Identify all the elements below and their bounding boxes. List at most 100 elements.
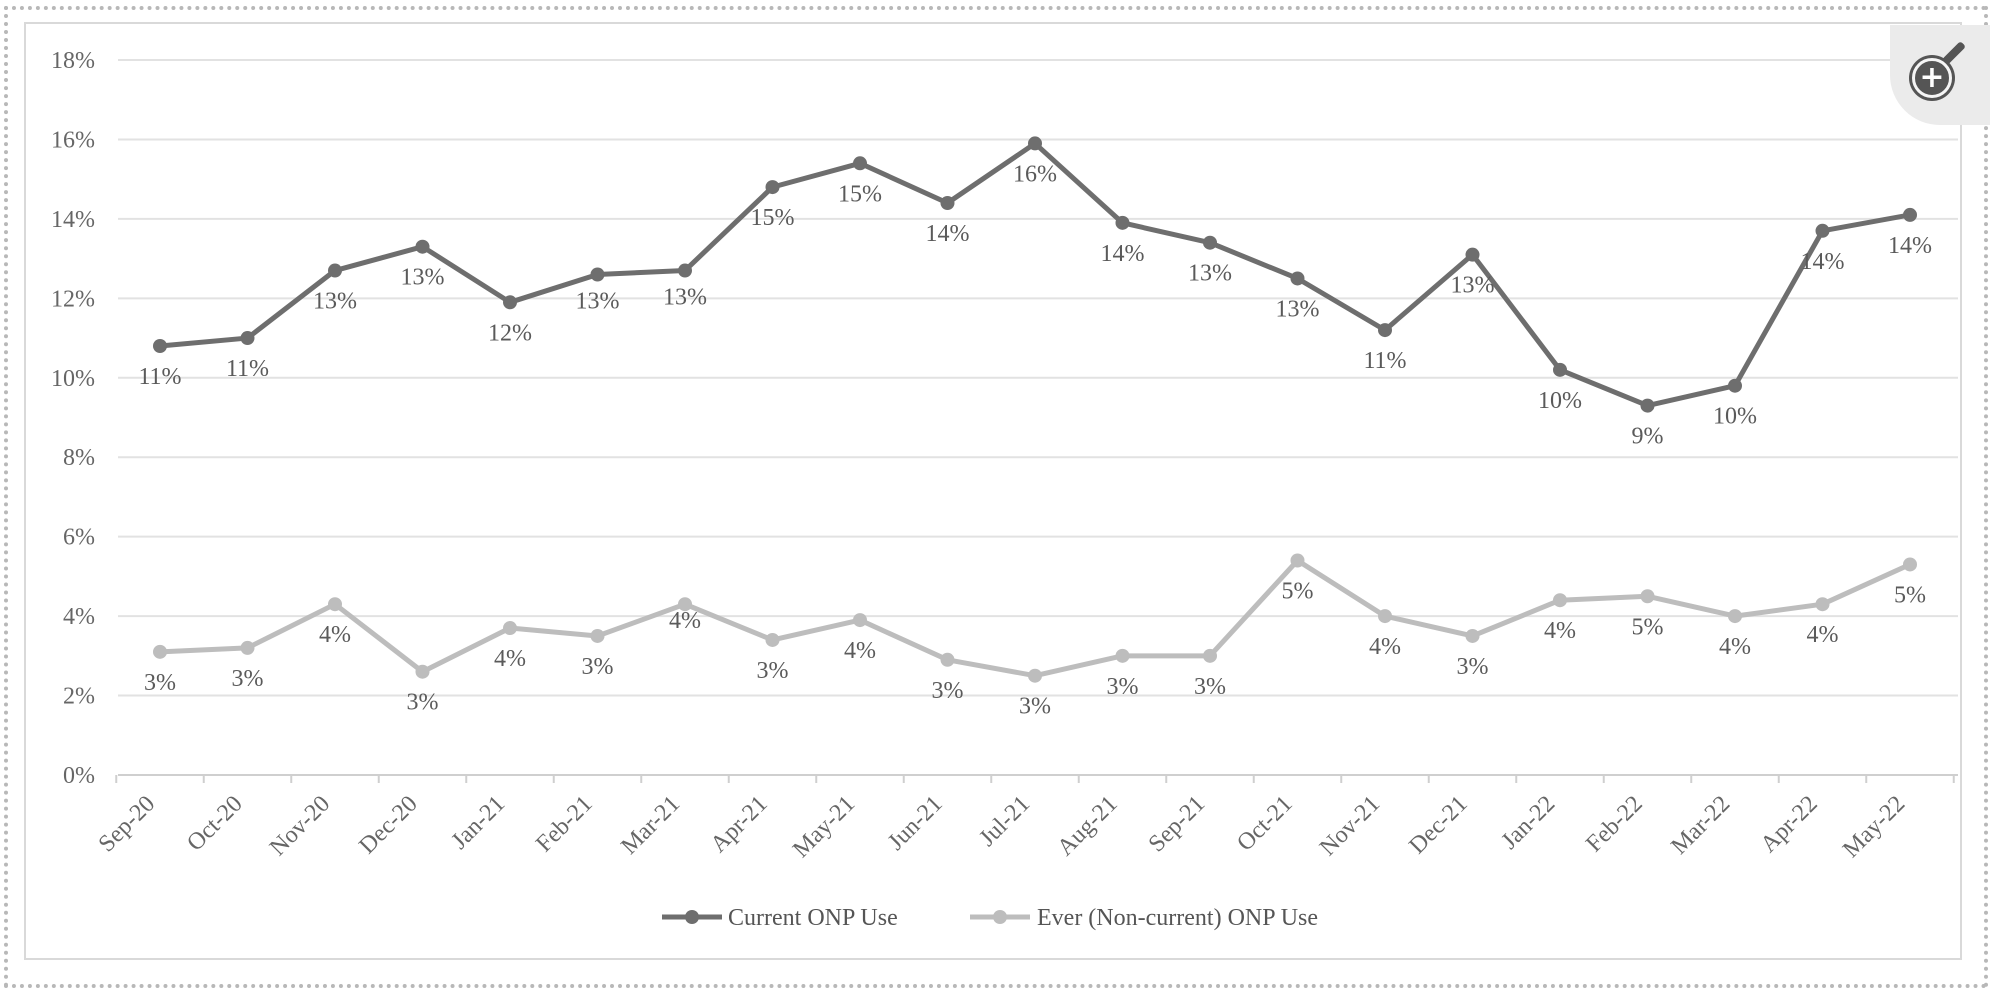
data-point	[1290, 271, 1305, 286]
data-point	[153, 644, 167, 659]
data-label: 4%	[1369, 634, 1401, 660]
data-point	[1815, 223, 1830, 238]
data-point	[1203, 648, 1217, 663]
x-tick-label: Oct-20	[182, 791, 248, 857]
y-tick-label: 10%	[51, 366, 95, 392]
x-tick-label: Jan-21	[447, 791, 511, 855]
data-label: 5%	[1282, 579, 1314, 605]
data-point	[765, 632, 780, 647]
x-tick-label: Jul-21	[974, 791, 1035, 852]
zoom-in-button[interactable]: +	[1890, 25, 1990, 125]
y-tick-label: 0%	[63, 763, 95, 789]
data-label: 3%	[407, 690, 439, 716]
data-label: 16%	[1013, 161, 1057, 187]
data-label: 13%	[663, 285, 707, 311]
x-tick-label: Jan-22	[1497, 791, 1561, 855]
data-label: 15%	[751, 205, 795, 231]
y-tick-label: 16%	[51, 127, 95, 153]
data-point	[1728, 609, 1742, 624]
data-label: 4%	[844, 638, 876, 664]
data-point	[940, 196, 955, 210]
data-point	[853, 156, 867, 171]
data-point	[415, 664, 430, 679]
x-tick-label: May-21	[788, 791, 860, 863]
data-label: 11%	[1363, 348, 1406, 374]
data-point	[1553, 362, 1567, 377]
data-point	[153, 339, 167, 353]
x-tick-label: Mar-21	[616, 791, 685, 860]
data-label: 13%	[401, 265, 445, 291]
zoom-in-icon: +	[1912, 58, 1952, 98]
data-label: 13%	[313, 289, 357, 315]
data-label: 14%	[1101, 241, 1145, 267]
data-point	[1815, 597, 1830, 612]
zoom-handle	[1941, 40, 1967, 66]
legend-swatch-marker	[993, 910, 1007, 924]
data-point	[1115, 215, 1130, 230]
data-point	[503, 621, 517, 636]
data-point	[1028, 136, 1042, 151]
data-label: 3%	[1194, 674, 1226, 700]
data-label: 14%	[1801, 249, 1845, 275]
data-point	[328, 597, 342, 612]
data-point	[1728, 378, 1742, 393]
legend-label: Current ONP Use	[728, 905, 898, 931]
x-tick-label: Sep-20	[94, 791, 160, 857]
data-label: 12%	[488, 320, 532, 346]
x-tick-label: Dec-21	[1404, 791, 1472, 859]
legend-swatch-marker	[685, 910, 699, 924]
data-label: 14%	[926, 221, 970, 247]
data-label: 13%	[1451, 273, 1495, 299]
chart-panel	[24, 22, 1962, 960]
data-label: 3%	[1107, 674, 1139, 700]
data-point	[240, 640, 255, 655]
data-label: 3%	[757, 658, 789, 684]
x-tick-label: Apr-22	[1756, 791, 1823, 858]
y-tick-label: 18%	[51, 48, 95, 74]
x-tick-label: Oct-21	[1232, 791, 1298, 857]
data-point	[1640, 398, 1655, 413]
x-tick-label: Nov-20	[265, 791, 335, 861]
data-label: 10%	[1538, 388, 1582, 414]
y-tick-label: 2%	[63, 684, 95, 710]
data-label: 11%	[226, 356, 269, 382]
data-point	[503, 295, 517, 310]
y-tick-label: 6%	[63, 525, 95, 551]
x-tick-label: Dec-20	[354, 791, 422, 859]
data-point	[678, 263, 692, 278]
data-label: 4%	[1544, 618, 1576, 644]
data-point	[240, 331, 255, 346]
data-point	[1290, 553, 1305, 568]
data-point	[678, 597, 692, 612]
data-point	[940, 652, 955, 667]
data-point	[1028, 668, 1042, 683]
data-label: 4%	[1719, 634, 1751, 660]
data-point	[1903, 557, 1917, 572]
data-point	[1203, 235, 1217, 250]
data-point	[1553, 593, 1567, 608]
data-point	[765, 180, 780, 195]
data-label: 3%	[1457, 654, 1489, 680]
data-label: 11%	[138, 364, 181, 390]
data-point	[1465, 628, 1480, 643]
data-point	[1903, 207, 1917, 222]
data-label: 13%	[1276, 296, 1320, 322]
data-label: 4%	[494, 646, 526, 672]
data-point	[1378, 609, 1392, 624]
data-label: 15%	[838, 181, 882, 207]
x-tick-label: May-22	[1838, 791, 1910, 863]
legend-label: Ever (Non-current) ONP Use	[1037, 905, 1318, 931]
data-label: 4%	[319, 622, 351, 648]
x-tick-label: Nov-21	[1315, 791, 1385, 861]
data-label: 3%	[582, 654, 614, 680]
data-label: 4%	[669, 608, 701, 634]
data-label: 3%	[932, 678, 964, 704]
data-label: 5%	[1894, 582, 1926, 608]
data-point	[1640, 589, 1655, 604]
data-label: 13%	[576, 289, 620, 315]
x-tick-label: Mar-22	[1666, 791, 1735, 860]
x-tick-label: Aug-21	[1053, 791, 1123, 861]
data-label: 5%	[1632, 614, 1664, 640]
data-label: 14%	[1888, 233, 1932, 259]
